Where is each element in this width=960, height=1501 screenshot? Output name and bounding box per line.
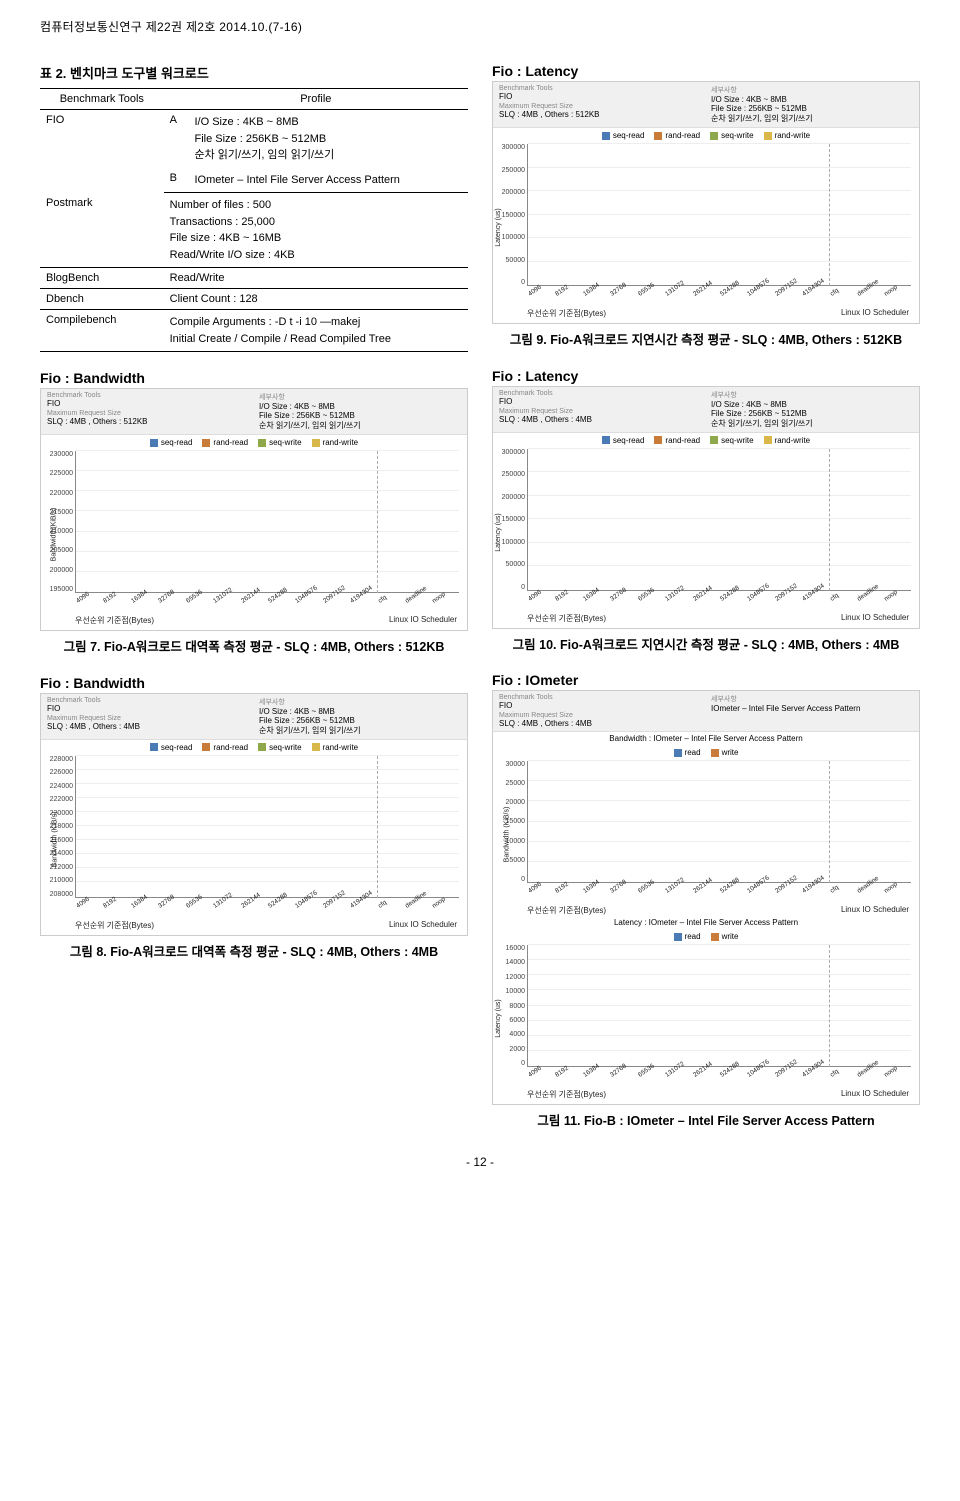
chart-label-lat4m: Fio : Latency [492, 368, 920, 384]
td-blog-val: Read/Write [164, 268, 468, 289]
chart-fio-bw-4m: Benchmark ToolsFIO Maximum Request SizeS… [40, 693, 468, 936]
th-tools: Benchmark Tools [40, 89, 164, 110]
two-column-layout: 표 2. 벤치마크 도구별 워크로드 Benchmark Tools Profi… [40, 63, 920, 1131]
page-number: - 12 - [40, 1155, 920, 1169]
fio-b-line1: IOmeter – Intel File Server Access Patte… [194, 172, 462, 189]
left-column: 표 2. 벤치마크 도구별 워크로드 Benchmark Tools Profi… [40, 63, 468, 1131]
td-dbench-val: Client Count : 128 [164, 289, 468, 310]
chart-label-lat512: Fio : Latency [492, 63, 920, 79]
caption-lat512: 그림 9. Fio-A워크로드 지연시간 측정 평균 - SLQ : 4MB, … [492, 332, 920, 350]
right-column: Fio : Latency Benchmark ToolsFIO Maximum… [492, 63, 920, 1131]
chart-fio-lat-512k: Benchmark ToolsFIO Maximum Request SizeS… [492, 81, 920, 324]
pm-l2: Transactions : 25,000 [170, 214, 462, 231]
workload-table: Benchmark Tools Profile FIO A I/O Size :… [40, 88, 468, 352]
chart-fio-bw-512k: Benchmark ToolsFIO Maximum Request SizeS… [40, 388, 468, 631]
chart-label-bw512: Fio : Bandwidth [40, 370, 468, 386]
caption-iometer: 그림 11. Fio-B : IOmeter – Intel File Serv… [492, 1113, 920, 1131]
cb-l2: Initial Create / Compile / Read Compiled… [170, 331, 462, 348]
td-tool-dbench: Dbench [40, 289, 164, 310]
td-tool-compile: Compilebench [40, 310, 164, 352]
td-tool-blog: BlogBench [40, 268, 164, 289]
chart-label-iometer: Fio : IOmeter [492, 672, 920, 688]
fio-a-line2: File Size : 256KB ~ 512MB [194, 131, 462, 148]
caption-lat4m: 그림 10. Fio-A워크로드 지연시간 측정 평균 - SLQ : 4MB,… [492, 637, 920, 655]
fio-a-line3: 순차 읽기/쓰기, 임의 읽기/쓰기 [194, 147, 462, 164]
cb-l1: Compile Arguments : -D t -i 10 —makej [170, 314, 462, 331]
pm-l4: Read/Write I/O size : 4KB [170, 247, 462, 264]
td-fio-a-val: I/O Size : 4KB ~ 8MB File Size : 256KB ~… [188, 110, 468, 168]
chart-fio-lat-4m: Benchmark ToolsFIO Maximum Request SizeS… [492, 386, 920, 629]
table-body: FIO A I/O Size : 4KB ~ 8MB File Size : 2… [40, 110, 468, 352]
caption-bw512: 그림 7. Fio-A워크로드 대역폭 측정 평균 - SLQ : 4MB, O… [40, 639, 468, 657]
td-fio-a-key: A [164, 110, 189, 168]
td-fio-b-key: B [164, 168, 189, 193]
caption-bw4m: 그림 8. Fio-A워크로드 대역폭 측정 평균 - SLQ : 4MB, O… [40, 944, 468, 962]
td-tool-fio: FIO [40, 110, 164, 193]
td-compile-val: Compile Arguments : -D t -i 10 —makej In… [164, 310, 468, 352]
td-postmark-val: Number of files : 500 Transactions : 25,… [164, 193, 468, 268]
td-fio-b-val: IOmeter – Intel File Server Access Patte… [188, 168, 468, 193]
pm-l1: Number of files : 500 [170, 197, 462, 214]
chart-label-bw4m: Fio : Bandwidth [40, 675, 468, 691]
chart-fio-iometer: Benchmark ToolsFIO Maximum Request SizeS… [492, 690, 920, 1105]
pm-l3: File size : 4KB ~ 16MB [170, 230, 462, 247]
th-profile: Profile [164, 89, 468, 110]
table-title: 표 2. 벤치마크 도구별 워크로드 [40, 63, 468, 82]
td-tool-postmark: Postmark [40, 193, 164, 268]
page-header: 컴퓨터정보통신연구 제22권 제2호 2014.10.(7-16) [40, 18, 920, 35]
fio-a-line1: I/O Size : 4KB ~ 8MB [194, 114, 462, 131]
